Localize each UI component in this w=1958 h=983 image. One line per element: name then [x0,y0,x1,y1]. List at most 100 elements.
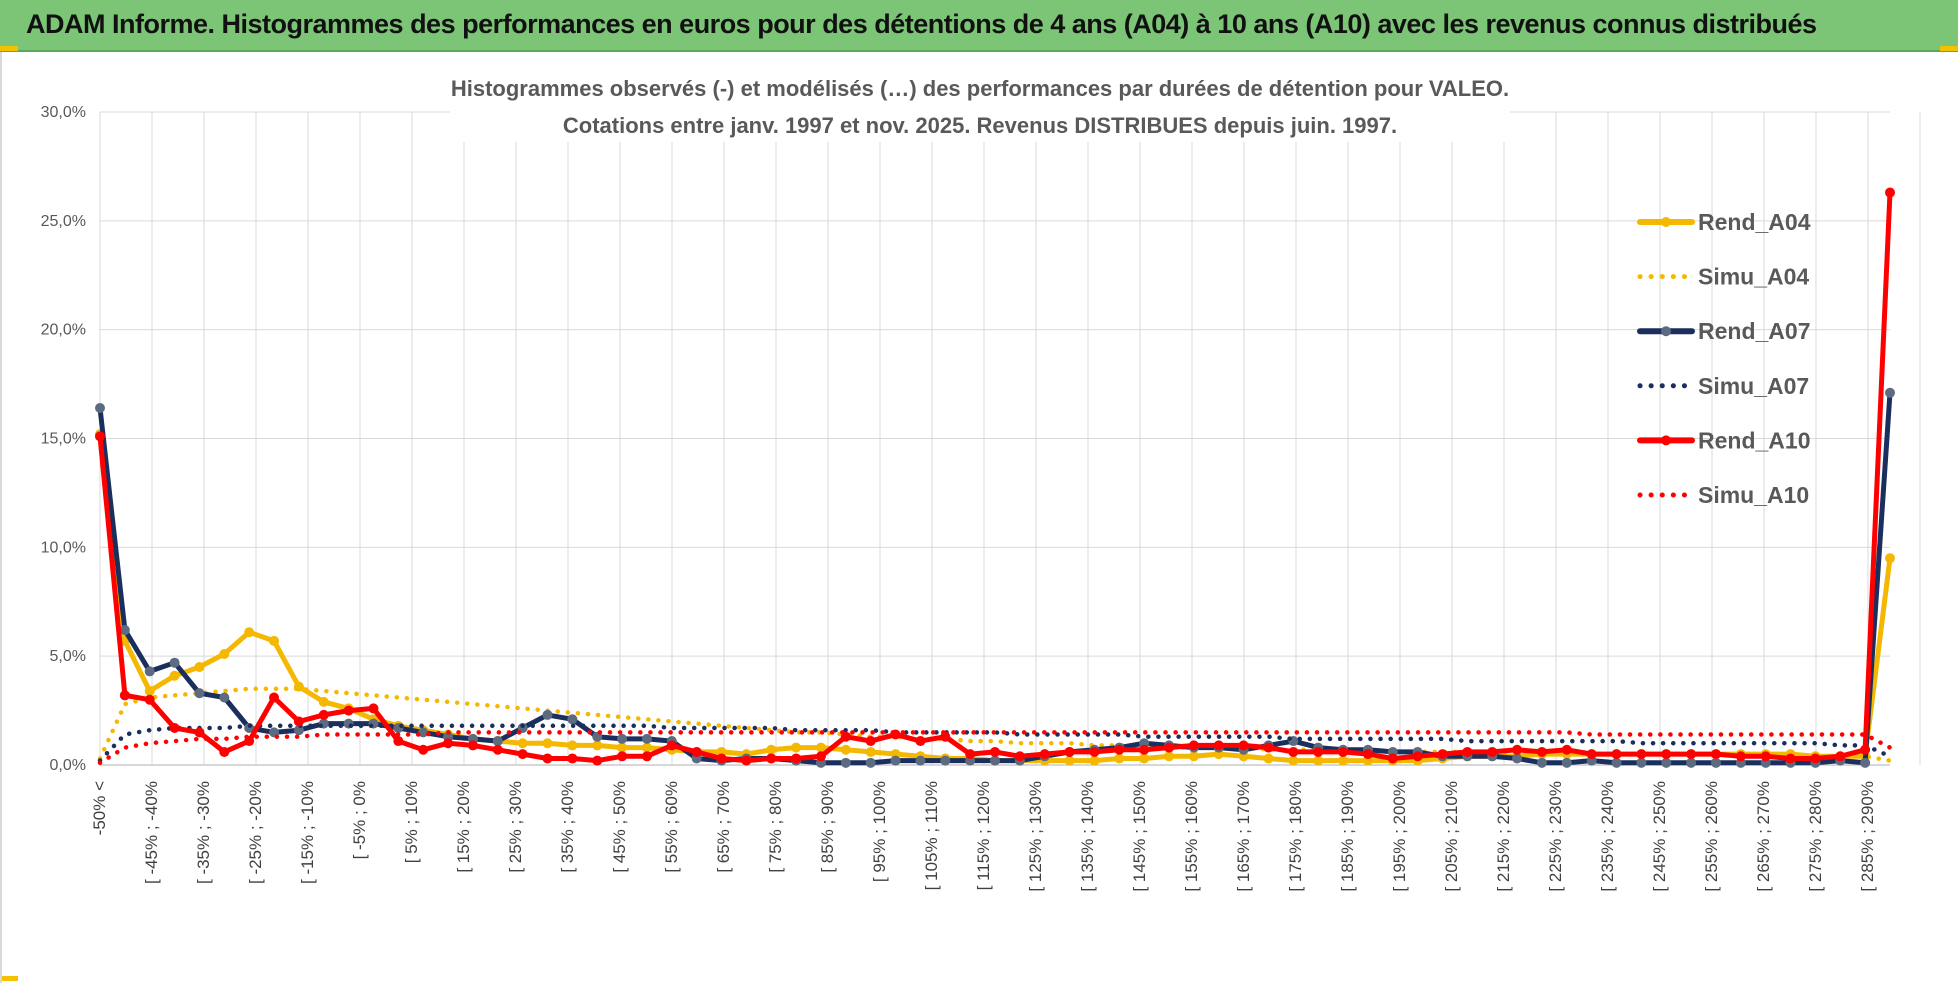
data-point [766,753,777,764]
data-point [119,690,130,701]
legend-marker [1661,217,1671,227]
chart-title-background [450,62,1510,142]
chart-title-line-1: Histogrammes observés (-) et modélisés (… [451,76,1509,101]
x-tick-label: [ 75% ; 80% [766,781,785,873]
data-point [990,755,1000,766]
data-point [293,716,304,727]
series-Simu_A04 [97,686,1893,763]
x-tick-label: [ -5% ; 0% [350,781,369,859]
data-point [318,709,329,720]
data-point [1760,751,1771,762]
x-tick-label: [ 165% ; 170% [1234,781,1253,892]
data-point [1014,751,1025,762]
data-point [194,727,205,738]
legend-label: Rend_A10 [1698,427,1810,453]
data-point [1338,746,1349,757]
data-point [542,738,553,749]
y-tick-label: 15,0% [41,431,86,448]
data-point [1611,749,1622,760]
data-point [791,753,802,764]
legend-item-Rend_A04: Rend_A04 [1637,209,1811,235]
data-point [915,736,926,747]
data-point [1885,187,1895,198]
data-point [219,746,230,757]
corner-accent [1940,46,1958,51]
x-tick-label: [ 115% ; 120% [974,781,993,890]
x-tick-label: [ 85% ; 90% [818,781,837,873]
data-point [1338,755,1349,766]
data-point [1238,740,1249,751]
legend-item-Simu_A04: Simu_A04 [1637,264,1809,290]
x-tick-label: [ 215% ; 220% [1494,781,1513,892]
legend-item-Rend_A07: Rend_A07 [1637,318,1810,344]
x-tick-label: [ 25% ; 30% [506,781,525,873]
x-tick-label: [ 55% ; 60% [662,781,681,873]
data-point [1188,751,1199,762]
legend-label: Rend_A04 [1698,209,1811,235]
legend-label: Simu_A07 [1698,373,1809,399]
x-tick-label: [ 5% ; 10% [402,781,421,863]
chart-title-line-2: Cotations entre janv. 1997 et nov. 2025.… [563,113,1397,138]
data-point [1487,746,1498,757]
data-point [1462,746,1473,757]
data-point [1885,553,1895,564]
data-point [1387,753,1398,764]
data-point [617,733,628,744]
data-point [1362,749,1373,760]
data-point [95,431,105,442]
data-point [766,744,777,755]
legend-label: Simu_A10 [1698,482,1809,508]
data-point [1860,744,1871,755]
data-point [592,740,603,751]
data-point [865,757,876,768]
chart-title: Histogrammes observés (-) et modélisés (… [450,62,1510,142]
data-point [1412,751,1423,762]
x-tick-label: [ 145% ; 150% [1130,781,1149,892]
data-point [95,403,105,414]
data-point [890,755,901,766]
data-point [990,746,1000,757]
data-point [542,753,553,764]
x-tick-label: [ -35% ; -30% [194,781,213,884]
data-point [492,744,503,755]
legend: Rend_A04 Simu_A04 Rend_A07 Simu_A07 Rend_A10… [1637,209,1811,508]
data-point [343,705,354,716]
data-point [1114,753,1125,764]
data-point [965,749,976,760]
x-tick-label: [ 105% ; 110% [922,781,941,890]
legend-item-Simu_A07: Simu_A07 [1637,373,1809,399]
data-point [617,742,628,753]
data-point [1561,757,1572,768]
data-point [1164,742,1175,753]
x-tick-label: [ 225% ; 230% [1546,781,1565,892]
x-tick-label: -50% < [90,781,109,835]
series-Rend_A04 [95,429,1895,766]
data-point [1561,744,1572,755]
x-tick-label: [ -25% ; -20% [246,781,265,884]
series-Simu_A10 [97,730,1893,766]
data-point [194,662,205,673]
x-tick-label: [ 275% ; 280% [1806,781,1825,892]
x-tick-label: [ -45% ; -40% [142,781,161,884]
x-tick-label: [ -15% ; -10% [298,781,317,884]
data-point [1139,753,1150,764]
data-point [418,744,429,755]
data-point [641,733,652,744]
data-point [169,722,180,733]
data-point [1860,757,1871,768]
data-point [144,666,155,677]
data-point [492,736,503,747]
data-point [443,738,454,749]
legend-item-Simu_A10: Simu_A10 [1637,482,1809,508]
chart-frame: 0,0% 5,0% 10,0% 15,0% 20,0% 25,0% 30,0% -50% < [… [0,52,1958,983]
y-tick-label: 0,0% [50,757,86,774]
data-point [815,751,826,762]
x-tick-label: [ 65% ; 70% [714,781,733,873]
data-point [169,657,180,668]
x-tick-label: [ 205% ; 210% [1442,781,1461,892]
data-point [1686,749,1697,760]
data-point [318,696,329,707]
x-tick-label: [ 45% ; 50% [610,781,629,873]
data-point [1089,746,1100,757]
series [95,187,1895,768]
